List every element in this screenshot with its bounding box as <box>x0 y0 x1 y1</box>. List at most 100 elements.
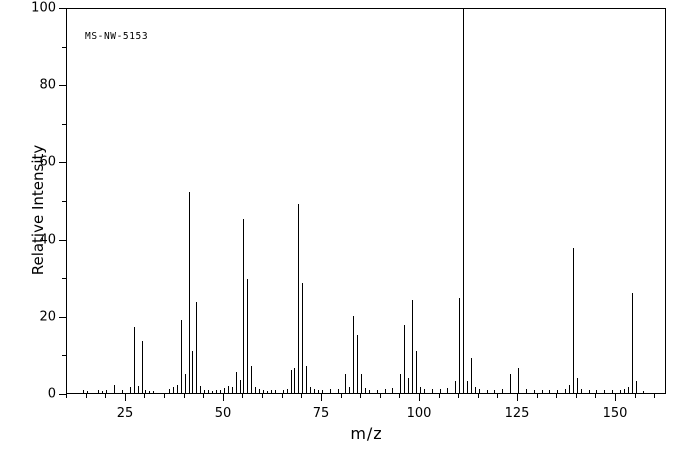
peak-bar <box>223 388 225 393</box>
x-tick-minor <box>341 394 342 398</box>
x-tick-minor <box>537 394 538 398</box>
peak-bar <box>572 248 574 393</box>
peak-bar <box>344 373 346 393</box>
peak-bar <box>364 388 366 393</box>
peak-bar <box>270 389 272 393</box>
peak-bar <box>129 387 131 393</box>
x-tick-minor <box>262 394 263 398</box>
x-tick-major <box>125 394 126 401</box>
peak-bar <box>411 300 413 393</box>
peak-bar <box>219 389 221 393</box>
peak-bar <box>254 387 256 393</box>
peak-bar <box>290 369 292 393</box>
peak-bar <box>462 9 464 393</box>
x-tick-minor <box>478 394 479 398</box>
peak-bar <box>113 384 115 393</box>
peak-bar <box>415 350 417 393</box>
sample-label: MS-NW-5153 <box>85 31 149 42</box>
peak-bar <box>466 381 468 393</box>
peak-bar <box>623 389 625 393</box>
x-tick-minor <box>595 394 596 398</box>
x-tick-label: 150 <box>602 406 628 421</box>
x-tick-minor <box>105 394 106 398</box>
peak-bar <box>199 386 201 393</box>
y-tick-label: 40 <box>39 232 56 248</box>
peak-bar <box>580 389 582 393</box>
peak-bar <box>203 389 205 393</box>
peak-bar <box>478 389 480 393</box>
peak-bar <box>576 377 578 393</box>
peak-bar <box>141 340 143 393</box>
x-tick-minor <box>458 394 459 398</box>
x-tick-label: 100 <box>406 406 432 421</box>
x-tick-major <box>321 394 322 401</box>
x-tick-minor <box>635 394 636 398</box>
peak-bar <box>105 389 107 393</box>
peak-bar <box>309 387 311 393</box>
y-tick-label: 20 <box>39 309 56 325</box>
x-tick-major <box>517 394 518 401</box>
x-tick-minor <box>203 394 204 398</box>
plot-frame: MS-NW-5153 <box>66 8 666 394</box>
peak-bar <box>458 298 460 393</box>
peak-bar <box>242 219 244 393</box>
x-tick-minor <box>301 394 302 398</box>
y-tick-major <box>59 394 66 395</box>
peak-bar <box>286 389 288 393</box>
y-tick-major <box>59 8 66 9</box>
peak-bar <box>266 390 268 393</box>
peak-bar <box>619 389 621 393</box>
peak-bar <box>188 192 190 393</box>
peak-bar <box>176 385 178 393</box>
peak-bar <box>180 319 182 393</box>
peak-bar <box>525 389 527 393</box>
peak-bar <box>564 389 566 393</box>
peak-bar <box>356 335 358 393</box>
peak-bar <box>246 279 248 393</box>
y-axis-title: Relative Intensity <box>29 144 47 276</box>
peak-bar <box>148 390 150 393</box>
peak-bar <box>305 365 307 393</box>
y-tick-label: 80 <box>39 77 56 93</box>
x-tick-minor <box>360 394 361 398</box>
peak-bar <box>588 389 590 393</box>
x-tick-minor <box>399 394 400 398</box>
y-tick-major <box>59 162 66 164</box>
peak-bar <box>282 389 284 393</box>
x-tick-minor <box>66 394 67 398</box>
y-tick-minor <box>62 201 66 202</box>
y-tick-major <box>59 85 66 87</box>
y-tick-major <box>59 316 66 318</box>
peak-bar <box>137 386 139 393</box>
peak-bar <box>627 387 629 393</box>
x-tick-minor <box>242 394 243 398</box>
peak-bar <box>258 389 260 393</box>
x-tick-minor <box>86 394 87 398</box>
x-tick-minor <box>654 394 655 398</box>
x-tick-label: 50 <box>214 406 232 421</box>
peak-bar <box>133 327 135 393</box>
x-tick-major <box>223 394 224 401</box>
peak-bar <box>348 387 350 393</box>
peak-bar <box>376 389 378 393</box>
peak-bar <box>470 358 472 393</box>
y-tick-label: 0 <box>47 386 56 402</box>
peak-bar <box>262 389 264 393</box>
peak-bar <box>172 387 174 393</box>
x-axis-title: m/z <box>350 424 383 443</box>
peak-bar <box>533 389 535 393</box>
peak-bar <box>121 389 123 393</box>
y-tick-major <box>59 239 66 241</box>
peak-bar <box>274 389 276 393</box>
x-tick-minor <box>576 394 577 398</box>
peak-bar <box>144 389 146 393</box>
peak-bar <box>184 373 186 393</box>
peak-bar <box>384 389 386 393</box>
x-axis: 25 50 75 100 125 150 <box>66 394 667 454</box>
peak-bar <box>501 389 503 393</box>
peak-bar <box>293 367 295 393</box>
x-tick-label: 25 <box>116 406 134 421</box>
peak-bar <box>317 389 319 393</box>
peak-bar <box>235 371 237 393</box>
peak-bar <box>195 302 197 393</box>
